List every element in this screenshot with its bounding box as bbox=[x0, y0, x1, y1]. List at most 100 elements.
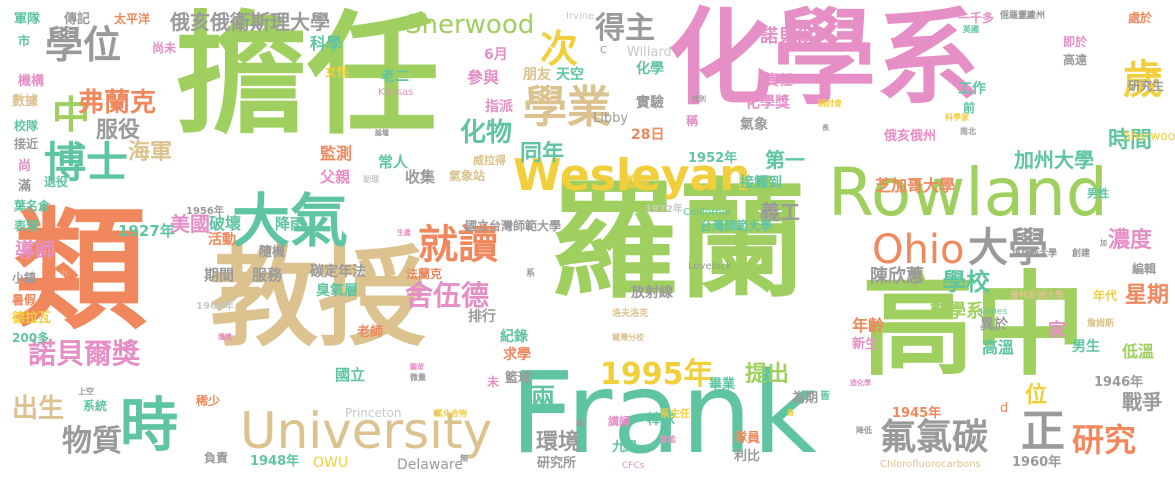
word-yantaohui: 研討會 bbox=[818, 99, 842, 108]
word-gaozhong: 高中 bbox=[862, 261, 1086, 391]
word-wesleyan: Wesleyan bbox=[513, 150, 751, 201]
word-daoshi: 導師 bbox=[15, 238, 55, 262]
word-zhuanji: 傳記 bbox=[64, 12, 91, 27]
word-xiaodui: 校隊 bbox=[14, 119, 39, 133]
word-yemingcang: 葉名倉 bbox=[14, 199, 51, 213]
word-shijian: 時間 bbox=[1108, 128, 1153, 153]
word-luofuluoke: 洛夫洛克 bbox=[612, 309, 649, 319]
word-meiguo: 美國 bbox=[170, 212, 210, 236]
word-jiangdi: 降低 bbox=[856, 426, 872, 435]
word-shi: 時 bbox=[120, 391, 179, 459]
word-jundui: 軍隊 bbox=[14, 12, 41, 27]
word-laoshi: 老師 bbox=[357, 325, 384, 340]
word-jiaoshou: 教授 bbox=[210, 236, 427, 361]
word-yaoqing: 邀請 bbox=[622, 175, 650, 191]
word-yigong: 義工 bbox=[760, 200, 800, 224]
word-fangshexian: 放射線 bbox=[631, 285, 673, 301]
word-d: d bbox=[1000, 401, 1009, 416]
word-nongdu: 濃度 bbox=[1108, 228, 1153, 253]
word-pohuai: 破壞 bbox=[209, 214, 242, 233]
word-libby: Libby bbox=[593, 111, 629, 126]
word-yingguo: 英國 bbox=[963, 25, 979, 34]
word-princeton: Princeton bbox=[345, 406, 402, 420]
word-xishao: 稀少 bbox=[196, 394, 221, 408]
word-bianji: 編輯 bbox=[1132, 262, 1157, 276]
word-c: C bbox=[600, 45, 607, 56]
word-daqi: 大氣 bbox=[232, 187, 349, 255]
word-200duo: 200多 bbox=[12, 331, 50, 345]
word-weiqi: 為期 bbox=[792, 391, 819, 406]
word-erwan: 爾灣分校 bbox=[612, 333, 644, 342]
word-gongzuo: 工作 bbox=[958, 81, 986, 97]
word-biaoxian: 表現 bbox=[14, 219, 39, 233]
word-chusheng: 出生 bbox=[12, 394, 65, 424]
word-ohio-state: 俄亥俄州 bbox=[884, 129, 937, 144]
word-nanxing: 男性 bbox=[1087, 187, 1109, 200]
word-zaohuaxue: 造化學 bbox=[850, 379, 871, 387]
word-changren: 常人 bbox=[378, 153, 409, 171]
word-falanke: 法蘭克 bbox=[406, 267, 443, 281]
word-tongnian: 同年 bbox=[520, 141, 565, 166]
word-delawa: 德拉瓦 bbox=[12, 311, 52, 326]
word-1964: 1964年 bbox=[196, 301, 234, 312]
word-lei: 類 bbox=[14, 194, 146, 348]
word-chlorofluorocarbons: Chlorofluorocarbons bbox=[880, 459, 981, 470]
word-pengyou: 朋友 bbox=[523, 67, 551, 83]
word-florida: 俄羅里達州 bbox=[1000, 11, 1046, 21]
word-frank: Frank bbox=[510, 349, 817, 479]
word-xiaozhen: 小鎮 bbox=[12, 271, 37, 285]
word-zhanzheng: 戰爭 bbox=[1122, 390, 1162, 414]
word-xizhuren: 系主任 bbox=[660, 409, 690, 420]
word-duiyuan: 隊員 bbox=[734, 431, 761, 446]
word-jiuyue: 九月 bbox=[612, 440, 639, 455]
word-1946: 1946年 bbox=[1094, 375, 1144, 390]
word-nobel: 諾貝爾 bbox=[760, 26, 814, 47]
word-gaoyuan: 高遠 bbox=[1063, 53, 1088, 67]
word-willard: Willard bbox=[627, 45, 672, 60]
word-1995: 1995年 bbox=[600, 357, 714, 392]
word-james: James bbox=[980, 307, 1008, 317]
word-university: University bbox=[240, 402, 493, 460]
word-princeton-cn: 普林斯頓大學 bbox=[1010, 291, 1065, 301]
word-yanjiusuo: 研究所 bbox=[537, 456, 577, 471]
word-shouji: 收集 bbox=[405, 168, 436, 186]
word-man: 滿 bbox=[18, 179, 32, 194]
word-bangqiu: 棒球 bbox=[647, 412, 675, 428]
word-xingqi: 星期 bbox=[1125, 283, 1170, 308]
word-huojiang: 獲獎 bbox=[218, 333, 232, 341]
word-sherwood: Sherwood bbox=[405, 10, 535, 40]
word-daxue: 大學 bbox=[968, 225, 1048, 271]
word-shangwei: 尚未 bbox=[152, 41, 177, 55]
word-irvine: Irvine bbox=[566, 11, 595, 22]
word-suiji: 隨機 bbox=[259, 245, 286, 260]
word-xi: 系 bbox=[526, 269, 536, 279]
word-shang: 尚 bbox=[18, 159, 32, 174]
word-luntan: 論壇 bbox=[375, 129, 389, 137]
word-canyu: 參與 bbox=[467, 68, 500, 87]
word-xuexiao: 學校 bbox=[942, 268, 990, 296]
word-28ri: 28日 bbox=[631, 127, 665, 143]
word-qixiangzhan: 氣象站 bbox=[449, 169, 486, 183]
word-fuqin: 父親 bbox=[320, 168, 351, 186]
word-huanjing: 環境 bbox=[536, 430, 581, 455]
word-jieneng: 節能 bbox=[660, 435, 676, 444]
word-zhanmusi: 詹姆斯 bbox=[1087, 319, 1115, 329]
word-tichu: 提出 bbox=[745, 362, 790, 387]
word-rowland: Rowland bbox=[828, 154, 1108, 231]
word-tingzhong: 聽眾 bbox=[410, 363, 424, 371]
word-cfcs: CFCs bbox=[622, 461, 645, 471]
word-shi-city: 市 bbox=[18, 34, 31, 48]
word-zhuli: 助理 bbox=[363, 175, 379, 184]
word-1945: 1945年 bbox=[892, 406, 942, 421]
word-1960: 1960年 bbox=[1012, 455, 1062, 470]
word-nobel-prize: 諾貝爾獎 bbox=[28, 337, 141, 370]
word-yanjiu: 研究 bbox=[1072, 421, 1137, 459]
word-xiang: 香 bbox=[787, 409, 794, 417]
word-6yue: 6月 bbox=[484, 47, 508, 63]
word-chenxinhui: 陳欣蕙 bbox=[870, 266, 924, 287]
word-jilu: 紀錄 bbox=[500, 329, 528, 345]
word-california: California bbox=[683, 207, 731, 218]
word-1948: 1948年 bbox=[250, 454, 300, 469]
word-ci: 次 bbox=[540, 27, 579, 71]
word-fuwu: 服務 bbox=[252, 266, 283, 284]
